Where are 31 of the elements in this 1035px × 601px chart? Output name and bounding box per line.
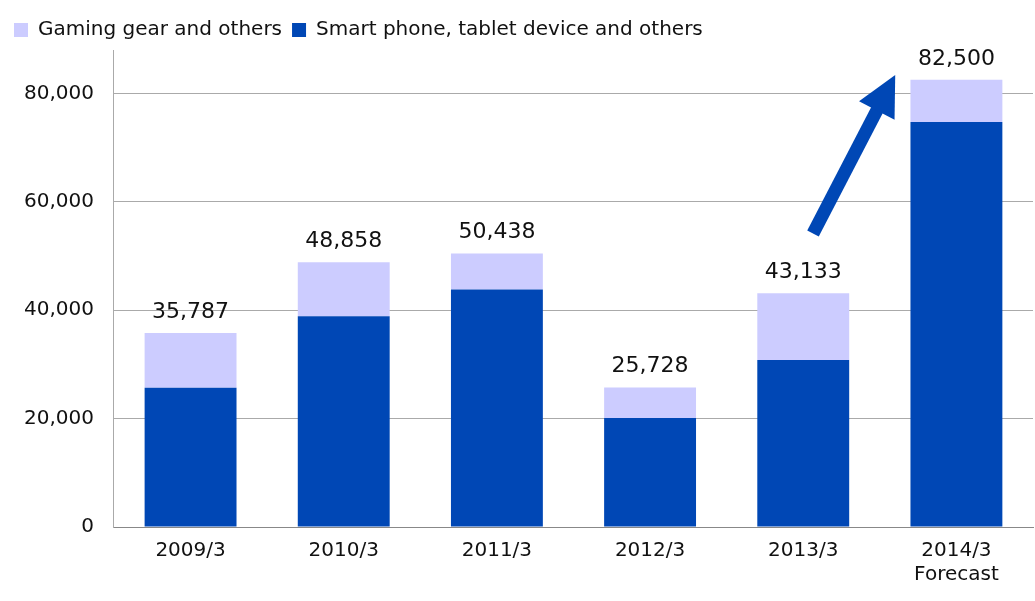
bar [450, 289, 543, 527]
bar [757, 293, 850, 361]
legend-label: Gaming gear and others [38, 16, 283, 41]
y-tick-label: 0 [81, 513, 94, 538]
total-label: 48,858 [305, 226, 383, 252]
total-label: 50,438 [458, 218, 536, 244]
bar [910, 79, 1003, 123]
bar [297, 262, 390, 317]
bar [757, 360, 850, 527]
x-tick-label: 2011/3 [461, 537, 533, 562]
x-tick-label: 2014/3 Forecast [914, 537, 999, 586]
x-tick-label: 2010/3 [308, 537, 379, 562]
total-label: 82,500 [917, 44, 995, 70]
bar [604, 418, 697, 527]
x-tick-label: 2012/3 [614, 537, 686, 562]
y-tick-label: 40,000 [24, 296, 94, 321]
total-label: 25,728 [611, 352, 689, 378]
y-tick-label: 60,000 [24, 187, 94, 212]
bar [144, 333, 237, 388]
bar [910, 122, 1003, 527]
total-label: 43,133 [764, 257, 842, 283]
total-label: 35,787 [152, 297, 230, 323]
bar [144, 387, 237, 527]
bar [297, 316, 390, 527]
x-tick-label: 2009/3 [155, 537, 226, 562]
x-tick-label: 2013/3 [768, 537, 839, 562]
legend-label: Smart phone, tablet device and others [316, 16, 703, 41]
y-tick-label: 20,000 [24, 404, 94, 429]
y-tick-label: 80,000 [24, 79, 94, 104]
bar [604, 387, 697, 419]
bar [450, 253, 543, 290]
